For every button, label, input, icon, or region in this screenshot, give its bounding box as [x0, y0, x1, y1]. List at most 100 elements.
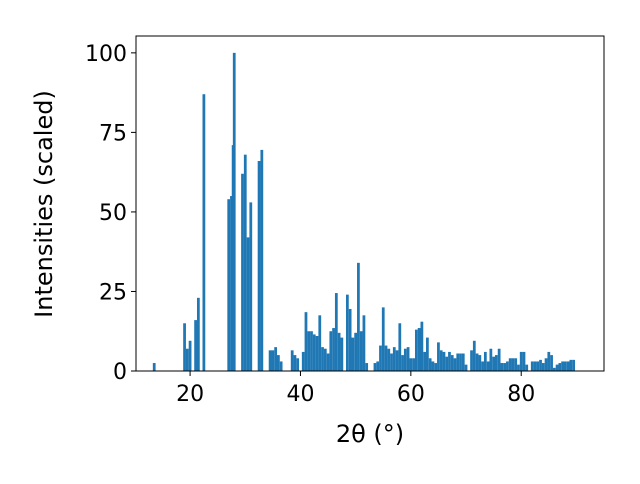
y-tick-label: 25: [99, 280, 127, 305]
bar: [459, 353, 462, 371]
bar: [439, 350, 443, 371]
bar: [448, 351, 451, 371]
bar: [517, 364, 520, 371]
bar: [514, 358, 518, 371]
bar: [508, 358, 512, 371]
bar: [511, 358, 515, 371]
bar: [428, 358, 432, 371]
bar: [185, 348, 189, 371]
bar: [315, 336, 319, 371]
bar: [354, 332, 358, 371]
bar: [332, 328, 335, 371]
bar: [536, 361, 540, 371]
bar: [434, 363, 438, 371]
bar: [472, 340, 476, 371]
bar: [533, 361, 537, 371]
bar: [246, 237, 250, 371]
y-tick-label: 0: [113, 360, 127, 385]
bar: [541, 363, 545, 371]
bar: [274, 347, 278, 371]
bar: [277, 355, 280, 371]
bar: [417, 328, 421, 371]
bar: [456, 353, 460, 371]
y-tick-label: 75: [99, 121, 127, 146]
bar: [202, 94, 206, 372]
bar: [563, 361, 567, 371]
bar: [290, 350, 294, 371]
bar: [271, 350, 275, 371]
bar: [194, 320, 197, 371]
bar: [398, 323, 402, 371]
bar: [351, 337, 355, 371]
x-tick-label: 40: [286, 382, 314, 407]
bar: [406, 347, 410, 371]
bar: [566, 361, 570, 371]
bar: [395, 350, 399, 371]
bar: [376, 361, 380, 371]
bar: [547, 351, 551, 371]
bar: [321, 347, 324, 371]
bar: [572, 359, 576, 371]
bar: [340, 337, 344, 371]
bar: [329, 331, 333, 371]
bar: [379, 345, 382, 371]
bar: [296, 358, 300, 371]
bar: [152, 363, 156, 371]
bar: [348, 308, 352, 371]
bar: [409, 358, 413, 371]
bar: [483, 351, 487, 371]
bar: [506, 361, 509, 371]
bar: [390, 353, 393, 371]
bar: [243, 154, 247, 371]
bar: [387, 348, 391, 371]
bar: [301, 351, 305, 371]
plot-frame: [135, 35, 605, 372]
bar: [442, 351, 446, 371]
bar: [453, 358, 457, 371]
bar: [522, 351, 526, 371]
bar: [414, 329, 418, 371]
bar: [423, 351, 427, 371]
bar: [555, 364, 559, 371]
bar: [461, 353, 465, 371]
bar: [345, 294, 349, 371]
bar: [260, 149, 264, 371]
bar: [492, 356, 496, 371]
bar: [310, 331, 313, 371]
bar: [293, 355, 297, 371]
bar: [475, 353, 479, 371]
bar: [450, 355, 454, 371]
bar: [500, 363, 504, 371]
bar: [357, 262, 360, 371]
bar: [558, 363, 562, 371]
x-tick-label: 80: [507, 382, 535, 407]
bar: [326, 353, 330, 371]
y-tick-label: 100: [85, 42, 127, 67]
bar: [431, 361, 435, 371]
bar: [525, 364, 529, 371]
bar: [437, 342, 440, 371]
bar: [544, 358, 548, 371]
bar: [230, 196, 233, 371]
bar: [365, 363, 369, 371]
bar: [359, 331, 363, 371]
bar: [519, 351, 523, 371]
bar: [392, 347, 396, 371]
bar: [470, 350, 473, 371]
bar: [188, 340, 192, 371]
bar: [530, 361, 534, 371]
x-axis-label: 2θ (°): [336, 420, 404, 448]
y-tick-label: 50: [99, 201, 127, 226]
bar: [268, 350, 272, 371]
bar: [412, 358, 415, 371]
bar: [373, 363, 377, 371]
bar: [362, 315, 366, 371]
bar: [426, 337, 429, 371]
bar: [337, 332, 341, 371]
x-tick-label: 20: [176, 382, 204, 407]
bar: [497, 348, 501, 371]
bar: [241, 173, 244, 371]
bar: [420, 321, 424, 371]
bar: [401, 355, 404, 371]
